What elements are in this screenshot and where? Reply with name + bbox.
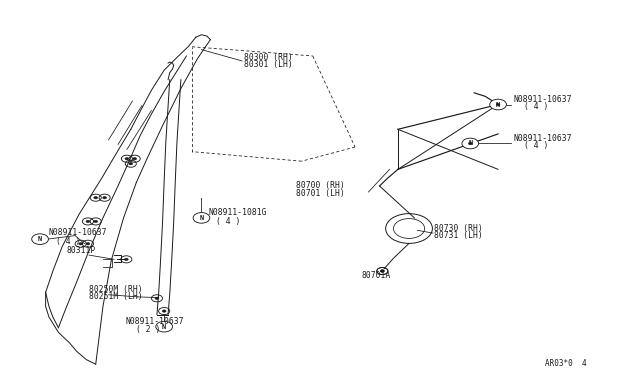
Circle shape <box>32 234 49 244</box>
Text: 80251M (LH): 80251M (LH) <box>89 292 143 301</box>
Text: 80731 (LH): 80731 (LH) <box>434 231 483 240</box>
Circle shape <box>156 321 173 332</box>
Circle shape <box>380 270 384 272</box>
Circle shape <box>468 142 472 145</box>
Circle shape <box>162 310 166 312</box>
Text: 80701 (LH): 80701 (LH) <box>296 189 345 198</box>
Text: 80250M (RH): 80250M (RH) <box>89 285 143 294</box>
Text: AR03*0  4: AR03*0 4 <box>545 359 587 368</box>
Text: N08911-10637: N08911-10637 <box>125 317 184 326</box>
Circle shape <box>129 163 132 165</box>
Text: ( 2 ): ( 2 ) <box>136 326 161 334</box>
Circle shape <box>86 220 90 223</box>
Circle shape <box>94 220 98 223</box>
Circle shape <box>380 270 384 272</box>
Circle shape <box>193 212 210 223</box>
Text: N08911-1081G: N08911-1081G <box>209 208 267 217</box>
Text: N08911-10637: N08911-10637 <box>513 95 572 104</box>
Text: 80311P: 80311P <box>67 246 96 255</box>
Text: 80701A: 80701A <box>362 271 391 280</box>
Circle shape <box>79 243 83 245</box>
Text: N: N <box>199 215 204 221</box>
Text: 80301 (LH): 80301 (LH) <box>244 60 292 68</box>
Text: N08911-10637: N08911-10637 <box>513 134 572 143</box>
Circle shape <box>86 243 90 245</box>
Text: N: N <box>38 236 42 242</box>
Circle shape <box>102 196 107 199</box>
Circle shape <box>496 103 500 106</box>
Text: 80700 (RH): 80700 (RH) <box>296 182 345 190</box>
Text: 80730 (RH): 80730 (RH) <box>434 224 483 233</box>
Circle shape <box>132 157 136 160</box>
Text: N: N <box>496 102 500 108</box>
Circle shape <box>462 138 479 149</box>
Text: N: N <box>162 324 166 330</box>
Circle shape <box>94 196 98 199</box>
Text: ( 4 ): ( 4 ) <box>524 141 548 150</box>
Text: 80300 (RH): 80300 (RH) <box>244 52 292 61</box>
Circle shape <box>490 99 506 110</box>
Text: N: N <box>468 141 472 147</box>
Text: ( 4 ): ( 4 ) <box>216 217 240 226</box>
Text: N08911-10637: N08911-10637 <box>49 228 108 237</box>
Circle shape <box>155 297 159 299</box>
Circle shape <box>125 157 129 160</box>
Text: ( 4 ): ( 4 ) <box>56 237 80 246</box>
Text: ( 4 ): ( 4 ) <box>524 102 548 111</box>
Circle shape <box>124 258 128 260</box>
